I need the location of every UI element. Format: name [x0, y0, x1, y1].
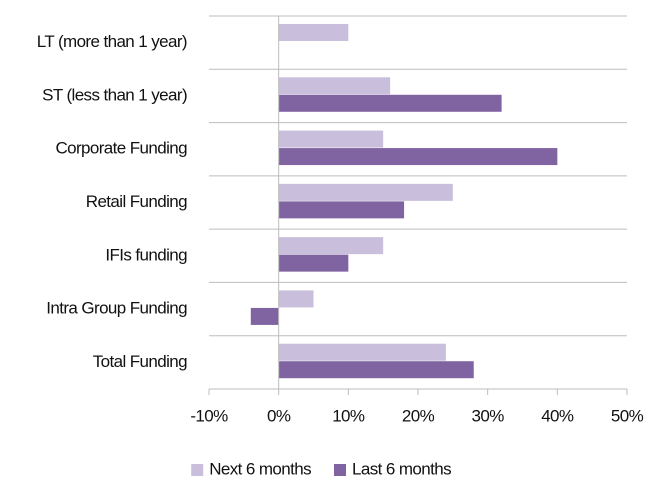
- bar: [278, 94, 502, 112]
- y-tick-label: Intra Group Funding: [46, 299, 187, 318]
- bar: [278, 24, 349, 41]
- x-tick-label: 30%: [472, 406, 505, 425]
- x-tick-label: -10%: [190, 406, 228, 425]
- legend-swatch: [334, 464, 346, 476]
- bar: [278, 183, 453, 201]
- bar: [278, 254, 349, 272]
- x-tick-label: 50%: [611, 406, 644, 425]
- x-tick-label: 0%: [267, 406, 291, 425]
- x-tick-label: 40%: [541, 406, 574, 425]
- x-tick-label: 20%: [402, 406, 435, 425]
- bar: [250, 307, 279, 325]
- bar: [278, 77, 391, 95]
- bar: [278, 148, 558, 166]
- y-tick-label: LT (more than 1 year): [37, 32, 187, 51]
- legend-label: Last 6 months: [352, 459, 451, 478]
- bar: [278, 130, 384, 148]
- y-tick-label: Corporate Funding: [55, 139, 187, 158]
- legend-label: Next 6 months: [209, 459, 311, 478]
- y-tick-label: IFIs funding: [105, 245, 187, 264]
- legend-swatch: [191, 464, 204, 476]
- bar: [278, 290, 314, 308]
- bar: [278, 361, 474, 379]
- x-tick-label: 10%: [332, 406, 365, 425]
- bar: [278, 343, 446, 361]
- bar: [278, 237, 384, 255]
- y-tick-label: ST (less than 1 year): [42, 85, 187, 104]
- y-tick-label: Retail Funding: [86, 192, 187, 211]
- bar: [278, 201, 405, 219]
- y-tick-label: Total Funding: [93, 352, 187, 371]
